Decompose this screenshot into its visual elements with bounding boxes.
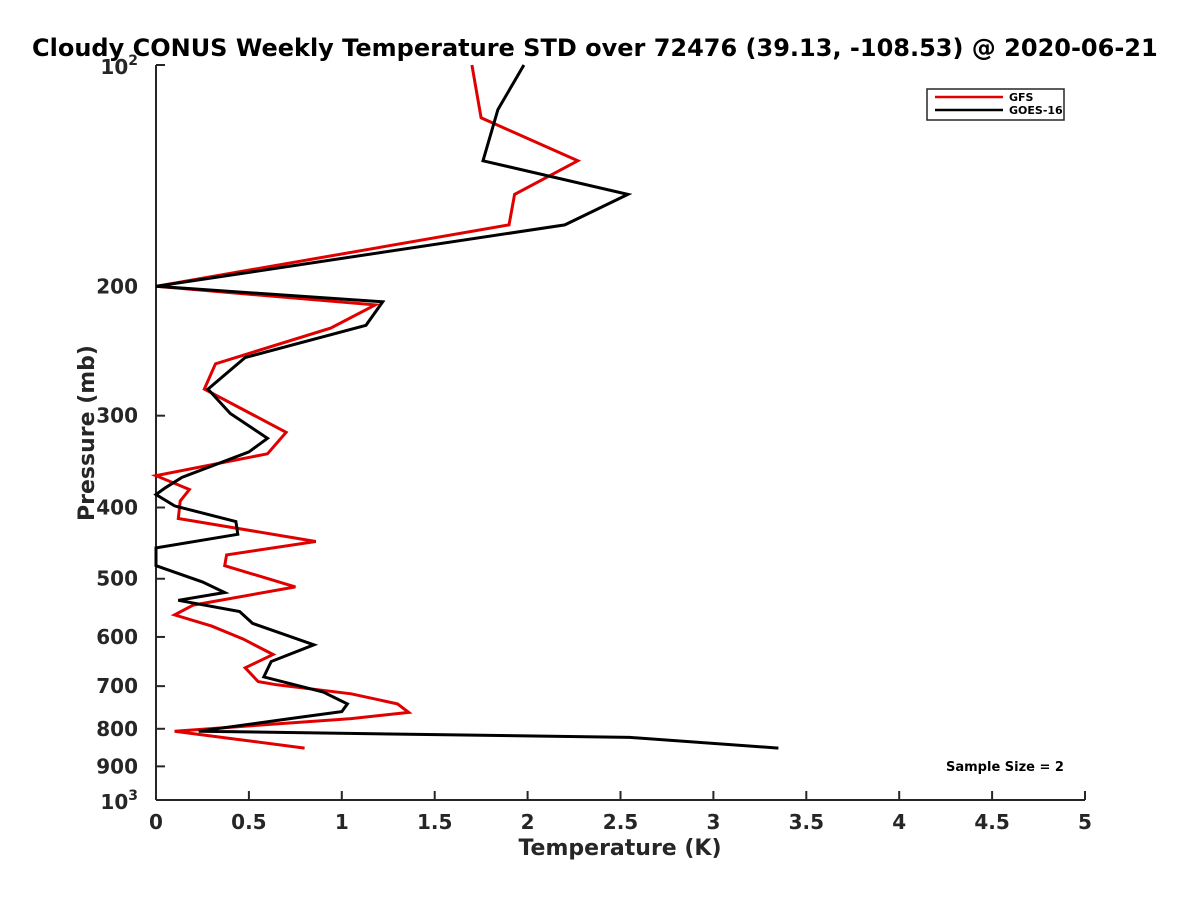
y-tick-label: 400 [96, 496, 138, 520]
series-line-goes16 [153, 64, 779, 750]
y-tick-label-bottom: 103 [100, 788, 138, 814]
legend-box [926, 88, 1065, 121]
x-tick-label: 0 [149, 810, 163, 834]
x-tick-label: 1 [335, 810, 349, 834]
x-tick-label: 1.5 [417, 810, 452, 834]
x-tick-label: 3.5 [789, 810, 824, 834]
x-ticks: 0 0.5 1 1.5 2 2.5 3 3.5 4 4.5 5 [149, 791, 1092, 834]
y-tick-label: 700 [96, 674, 138, 698]
y-axis-title: Pressure (mb) [75, 345, 100, 521]
y-tick-label-top: 102 [100, 53, 138, 79]
x-tick-label: 2 [521, 810, 535, 834]
x-tick-label: 0.5 [231, 810, 266, 834]
series-layer [150, 64, 779, 750]
y-tick-label: 300 [96, 404, 138, 428]
axes [155, 65, 1085, 801]
x-tick-label: 5 [1078, 810, 1092, 834]
y-tick-label: 600 [96, 625, 138, 649]
legend: GFS GOES-16 [926, 88, 1065, 121]
x-tick-label: 4.5 [974, 810, 1009, 834]
x-axis-title: Temperature (K) [518, 836, 721, 861]
x-tick-label: 2.5 [603, 810, 638, 834]
x-tick-label: 3 [706, 810, 720, 834]
x-tick-label: 4 [892, 810, 906, 834]
y-tick-label: 500 [96, 567, 138, 591]
sample-size-annotation: Sample Size = 2 [946, 760, 1064, 775]
legend-label-gfs: GFS [1009, 91, 1034, 104]
y-tick-label: 900 [96, 754, 138, 778]
chart-title: Cloudy CONUS Weekly Temperature STD over… [32, 34, 1158, 62]
y-tick-label: 200 [96, 274, 138, 298]
legend-label-goes16: GOES-16 [1009, 104, 1063, 117]
y-tick-label: 800 [96, 717, 138, 741]
y-ticks: 102 103 200 300 400 500 600 700 800 900 [96, 53, 165, 814]
series-line-gfs [150, 64, 582, 750]
